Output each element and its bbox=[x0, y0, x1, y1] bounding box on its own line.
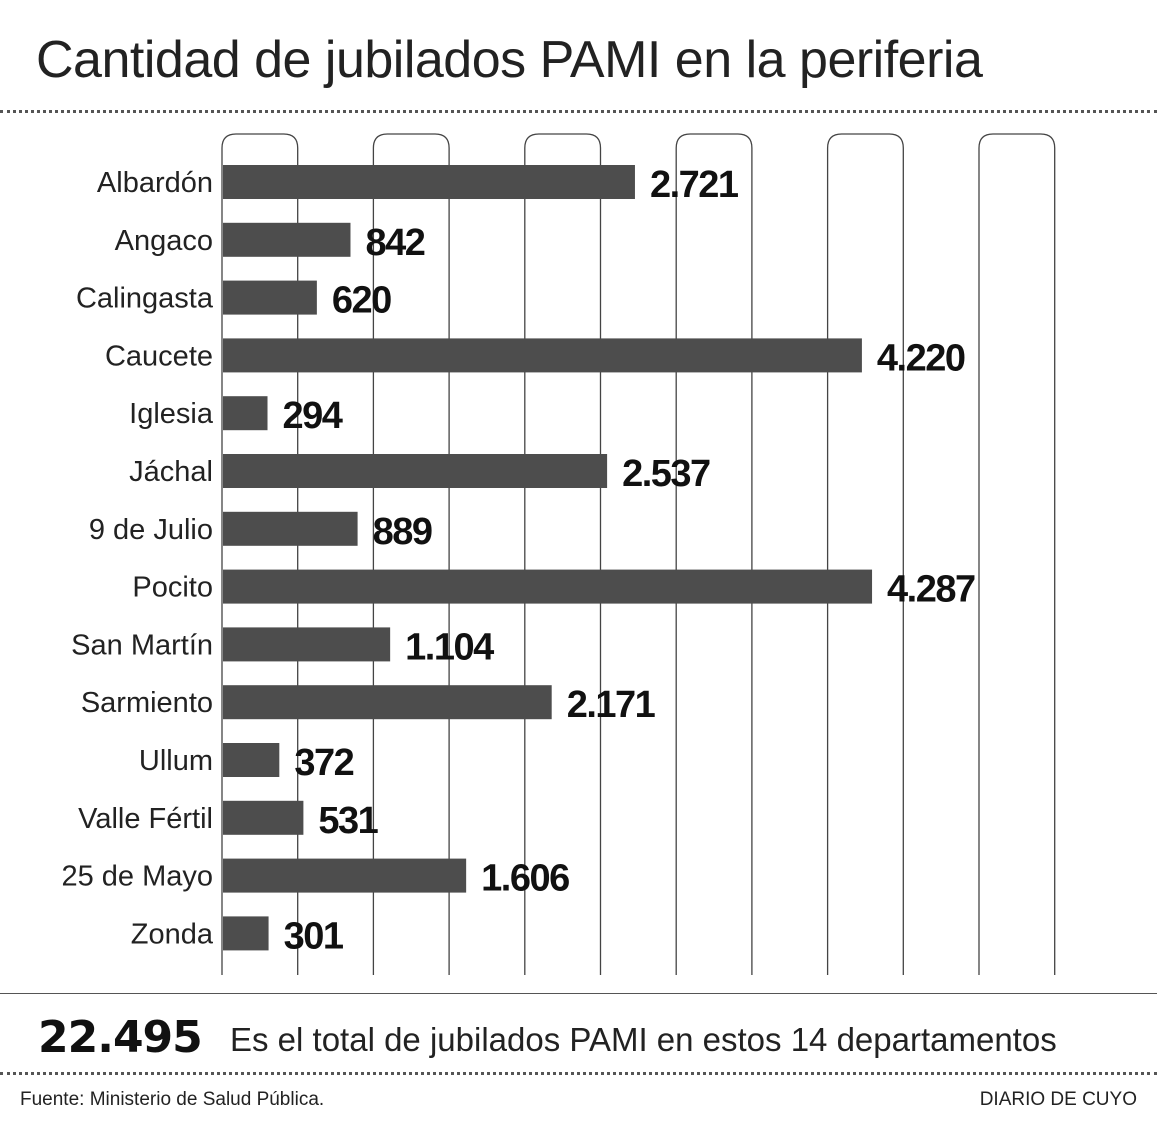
data-label: 531 bbox=[318, 800, 378, 842]
bar bbox=[223, 569, 873, 604]
bar bbox=[223, 165, 635, 199]
gridline bbox=[675, 133, 753, 975]
bar bbox=[223, 916, 269, 951]
bar bbox=[223, 685, 552, 720]
bar bbox=[223, 858, 467, 893]
gridline bbox=[524, 133, 602, 975]
title-divider bbox=[0, 110, 1157, 113]
chart-bottom-rule bbox=[0, 993, 1157, 994]
bar bbox=[223, 511, 358, 546]
data-label: 2.537 bbox=[622, 453, 710, 495]
category-label: Sarmiento bbox=[81, 687, 213, 719]
bar bbox=[223, 280, 317, 315]
data-label: 2.721 bbox=[650, 164, 739, 206]
bar-chart: Albardón 2.721 Angaco 842 Calingasta 620 Cauce… bbox=[61, 133, 1056, 975]
category-label: Calingasta bbox=[76, 283, 214, 315]
data-label: 294 bbox=[283, 395, 343, 437]
gridline bbox=[221, 133, 299, 975]
data-label: 372 bbox=[294, 742, 353, 784]
data-label: 1.606 bbox=[481, 858, 569, 900]
category-label: Zonda bbox=[131, 918, 214, 950]
footer-divider bbox=[0, 1072, 1157, 1075]
gridline bbox=[372, 133, 450, 975]
total-value: 22.495 bbox=[38, 1012, 203, 1063]
chart-title: Cantidad de jubilados PAMI en la perifer… bbox=[36, 31, 983, 89]
data-label: 301 bbox=[284, 915, 344, 957]
publisher-credit: DIARIO DE CUYO bbox=[979, 1089, 1137, 1110]
data-label: 842 bbox=[365, 222, 424, 264]
category-label: Albardón bbox=[97, 167, 213, 199]
category-label: San Martín bbox=[71, 629, 213, 661]
category-label: Valle Fértil bbox=[78, 803, 213, 835]
category-label: Jáchal bbox=[129, 456, 213, 488]
category-label: Angaco bbox=[115, 225, 213, 257]
source-note: Fuente: Ministerio de Salud Pública. bbox=[20, 1089, 325, 1110]
bar bbox=[223, 800, 304, 835]
bar bbox=[223, 627, 391, 662]
bar bbox=[223, 222, 351, 257]
category-label: Ullum bbox=[139, 745, 213, 777]
category-label: 9 de Julio bbox=[89, 514, 213, 546]
data-label: 1.104 bbox=[405, 626, 494, 668]
category-label: Pocito bbox=[132, 572, 213, 604]
bar bbox=[223, 396, 268, 431]
category-label: Caucete bbox=[105, 340, 213, 372]
bar bbox=[223, 338, 862, 373]
category-label: 25 de Mayo bbox=[61, 861, 213, 893]
data-label: 4.287 bbox=[887, 569, 975, 611]
data-label: 4.220 bbox=[877, 337, 965, 379]
category-label: Iglesia bbox=[129, 398, 214, 430]
data-label: 889 bbox=[373, 511, 432, 553]
data-label: 620 bbox=[332, 280, 391, 322]
bar bbox=[223, 743, 280, 777]
gridline bbox=[978, 133, 1056, 975]
gridline bbox=[826, 133, 904, 975]
total-description: Es el total de jubilados PAMI en estos 1… bbox=[230, 1021, 1057, 1058]
data-label: 2.171 bbox=[567, 684, 656, 726]
bar bbox=[223, 454, 608, 488]
